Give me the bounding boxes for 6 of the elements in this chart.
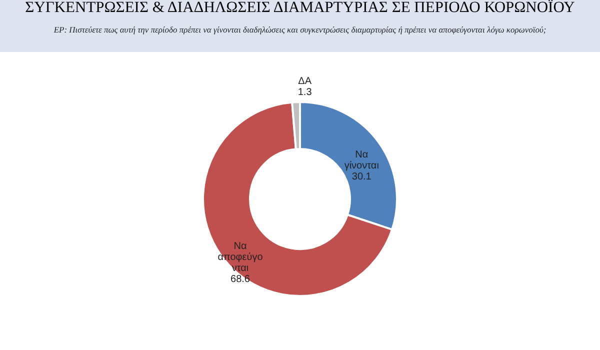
slice-label: Να γίνονται xyxy=(344,150,379,172)
chart-subtitle: ΕΡ: Πιστεύετε πως αυτή την περίοδο πρέπει να γίνονται διαδηλώσεις και συγκεντρώσεις διαμαρτυρίας ή πρέπει να αποφεύγονται λόγω κορωνοϊού; xyxy=(52,24,546,34)
slice-label: ΔΑ xyxy=(298,76,312,88)
data-label: 1.3 xyxy=(298,87,312,98)
data-label: 30.1 xyxy=(352,172,372,183)
data-label: 68.6 xyxy=(230,274,250,285)
